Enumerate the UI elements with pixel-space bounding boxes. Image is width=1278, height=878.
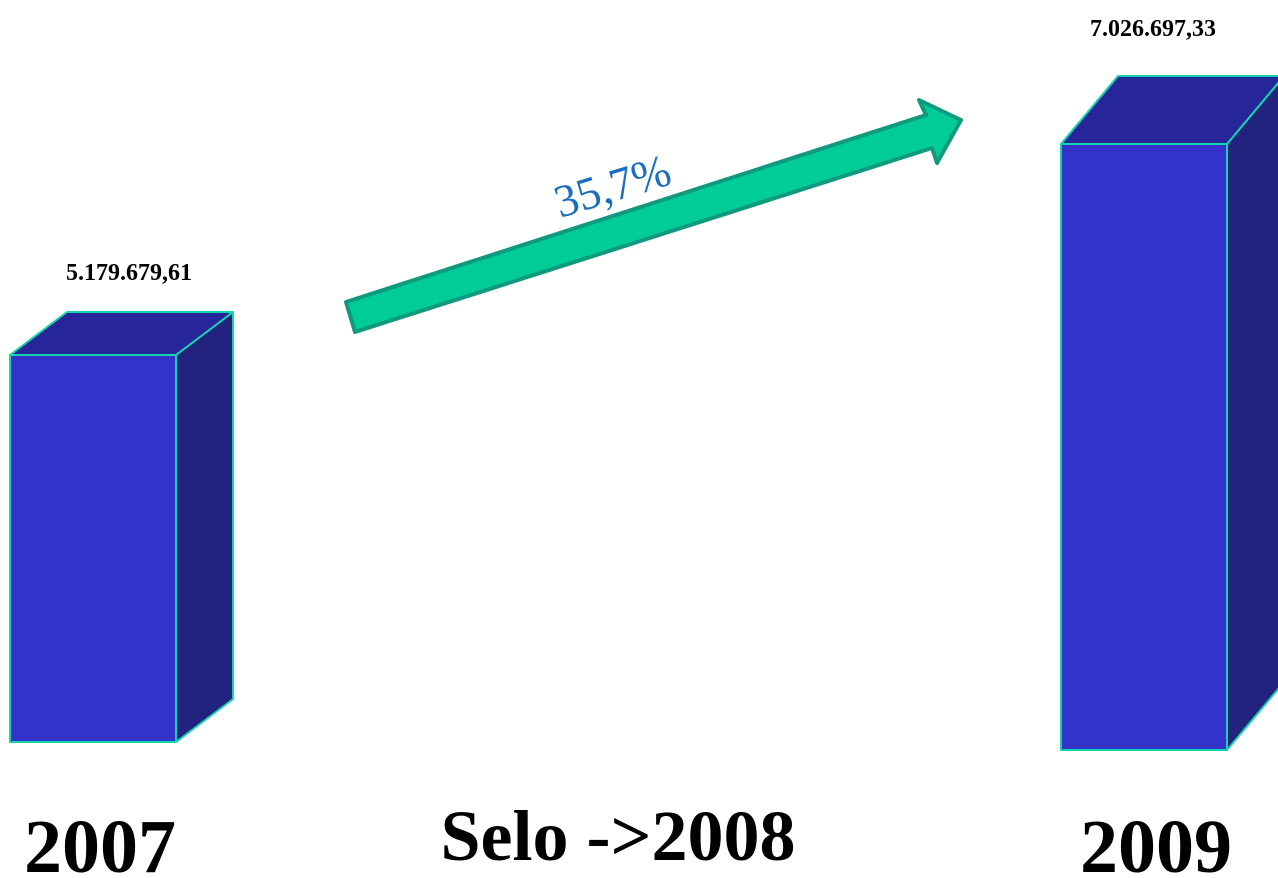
growth-arrow-icon <box>344 98 963 334</box>
category-label-2007: 2007 <box>24 805 176 878</box>
center-caption: Selo ->2008 <box>440 796 795 876</box>
bar-2009 <box>1060 143 1228 751</box>
data-label-2009: 7.026.697,33 <box>1090 16 1216 42</box>
bars-group <box>9 75 1278 751</box>
bar-2007 <box>9 354 177 743</box>
data-label-2007: 5.179.679,61 <box>66 260 192 286</box>
bar-2007-side <box>175 311 234 743</box>
bar-2009-side <box>1226 81 1278 751</box>
category-label-2009: 2009 <box>1080 805 1232 878</box>
